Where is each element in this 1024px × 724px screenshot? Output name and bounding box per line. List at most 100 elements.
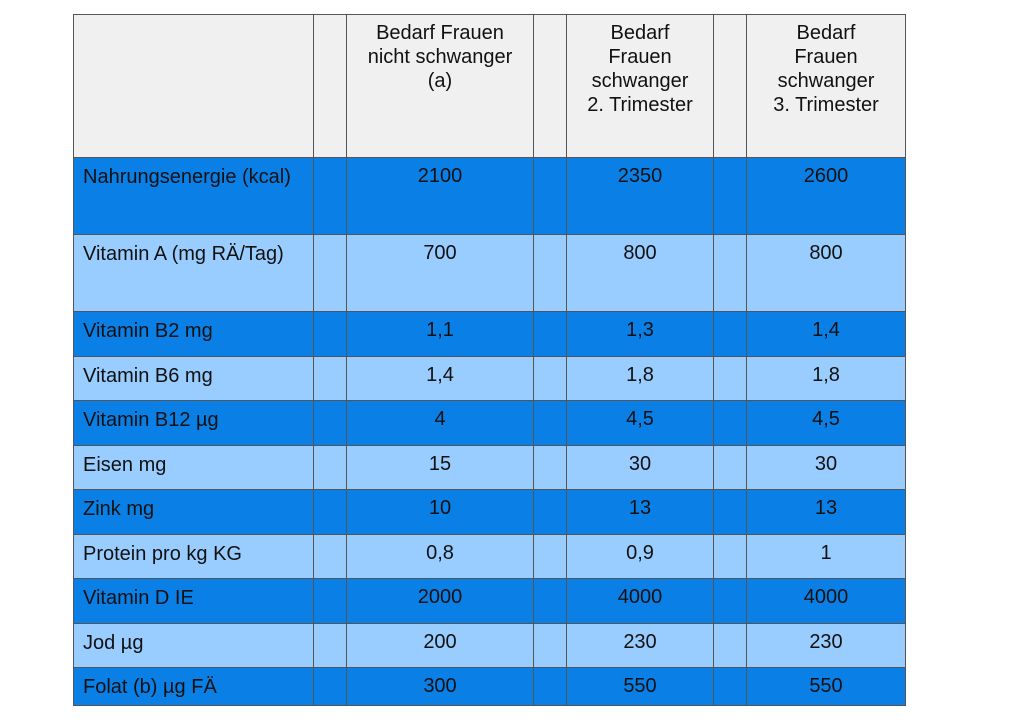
- spacer-cell: [533, 489, 567, 535]
- table-row: Nahrungsenergie (kcal) 2100 2350 2600: [73, 157, 906, 235]
- spacer-cell: [713, 14, 747, 158]
- header-line: Frauen: [794, 46, 858, 68]
- header-line: Bedarf: [796, 22, 856, 44]
- spacer-cell: [713, 356, 747, 401]
- spacer-cell: [713, 157, 747, 235]
- row-label: Nahrungsenergie (kcal): [73, 157, 314, 235]
- row-label: Vitamin B6 mg: [73, 356, 314, 401]
- value-cell: 2600: [746, 157, 906, 235]
- table-row: Eisen mg 15 30 30: [73, 445, 906, 490]
- spacer-cell: [713, 445, 747, 490]
- spacer-cell: [713, 623, 747, 668]
- spacer-cell: [533, 445, 567, 490]
- spacer-cell: [533, 311, 567, 357]
- value-cell: 15: [346, 445, 534, 490]
- header-line: (a): [427, 70, 453, 92]
- spacer-cell: [533, 578, 567, 624]
- header-line: schwanger: [777, 70, 875, 92]
- row-label: Zink mg: [73, 489, 314, 535]
- value-cell: 230: [746, 623, 906, 668]
- table-row: Protein pro kg KG 0,8 0,9 1: [73, 534, 906, 579]
- row-label: Vitamin B12 µg: [73, 400, 314, 446]
- spacer-cell: [713, 667, 747, 706]
- header-line: nicht schwanger: [367, 46, 513, 68]
- spacer-cell: [533, 623, 567, 668]
- value-cell: 4,5: [566, 400, 714, 446]
- value-cell: 4000: [746, 578, 906, 624]
- spacer-cell: [313, 534, 347, 579]
- spacer-cell: [313, 356, 347, 401]
- spacer-cell: [313, 489, 347, 535]
- header-row: Bedarf Frauen nicht schwanger (a) Bedarf…: [73, 14, 906, 158]
- table-row: Vitamin B6 mg 1,4 1,8 1,8: [73, 356, 906, 401]
- header-line: schwanger: [591, 70, 689, 92]
- value-cell: 800: [566, 234, 714, 312]
- spacer-cell: [533, 234, 567, 312]
- table-row: Vitamin B12 µg 4 4,5 4,5: [73, 400, 906, 446]
- value-cell: 30: [746, 445, 906, 490]
- row-label: Vitamin D IE: [73, 578, 314, 624]
- table-row: Folat (b) µg FÄ 300 550 550: [73, 667, 906, 706]
- row-label: Jod µg: [73, 623, 314, 668]
- spacer-cell: [313, 578, 347, 624]
- value-cell: 550: [566, 667, 714, 706]
- value-cell: 0,9: [566, 534, 714, 579]
- row-label: Folat (b) µg FÄ: [73, 667, 314, 706]
- table-row: Vitamin A (mg RÄ/Tag) 700 800 800: [73, 234, 906, 312]
- value-cell: 2100: [346, 157, 534, 235]
- header-cell-not-pregnant: Bedarf Frauen nicht schwanger (a): [346, 14, 534, 158]
- spacer-cell: [713, 400, 747, 446]
- value-cell: 13: [566, 489, 714, 535]
- spacer-cell: [533, 667, 567, 706]
- value-cell: 800: [746, 234, 906, 312]
- table-row: Jod µg 200 230 230: [73, 623, 906, 668]
- header-cell-3rd-trimester: Bedarf Frauen schwanger 3. Trimester: [746, 14, 906, 158]
- row-label: Vitamin B2 mg: [73, 311, 314, 357]
- value-cell: 300: [346, 667, 534, 706]
- spacer-cell: [313, 400, 347, 446]
- row-label: Eisen mg: [73, 445, 314, 490]
- spacer-cell: [713, 534, 747, 579]
- value-cell: 13: [746, 489, 906, 535]
- value-cell: 30: [566, 445, 714, 490]
- table-row: Vitamin D IE 2000 4000 4000: [73, 578, 906, 624]
- value-cell: 1,4: [346, 356, 534, 401]
- value-cell: 1,4: [746, 311, 906, 357]
- value-cell: 10: [346, 489, 534, 535]
- spacer-cell: [713, 234, 747, 312]
- value-cell: 230: [566, 623, 714, 668]
- nutrient-requirements-table: Bedarf Frauen nicht schwanger (a) Bedarf…: [73, 14, 906, 706]
- spacer-cell: [533, 400, 567, 446]
- value-cell: 550: [746, 667, 906, 706]
- spacer-cell: [313, 311, 347, 357]
- value-cell: 1,1: [346, 311, 534, 357]
- header-line: 3. Trimester: [773, 94, 879, 116]
- spacer-cell: [313, 667, 347, 706]
- value-cell: 4: [346, 400, 534, 446]
- spacer-cell: [313, 623, 347, 668]
- spacer-cell: [313, 445, 347, 490]
- table-row: Zink mg 10 13 13: [73, 489, 906, 535]
- row-label: Vitamin A (mg RÄ/Tag): [73, 234, 314, 312]
- value-cell: 1,8: [746, 356, 906, 401]
- header-line: Bedarf: [610, 22, 670, 44]
- spacer-cell: [533, 14, 567, 158]
- value-cell: 1: [746, 534, 906, 579]
- spacer-cell: [313, 157, 347, 235]
- spacer-cell: [713, 311, 747, 357]
- header-line: 2. Trimester: [587, 94, 693, 116]
- spacer-cell: [533, 534, 567, 579]
- spacer-cell: [713, 489, 747, 535]
- value-cell: 2350: [566, 157, 714, 235]
- header-line: Frauen: [608, 46, 672, 68]
- table-row: Vitamin B2 mg 1,1 1,3 1,4: [73, 311, 906, 357]
- spacer-cell: [533, 356, 567, 401]
- header-line: Bedarf Frauen: [376, 22, 504, 44]
- header-corner-cell: [73, 14, 314, 158]
- value-cell: 2000: [346, 578, 534, 624]
- value-cell: 4,5: [746, 400, 906, 446]
- spacer-cell: [313, 14, 347, 158]
- value-cell: 1,3: [566, 311, 714, 357]
- value-cell: 0,8: [346, 534, 534, 579]
- spacer-cell: [713, 578, 747, 624]
